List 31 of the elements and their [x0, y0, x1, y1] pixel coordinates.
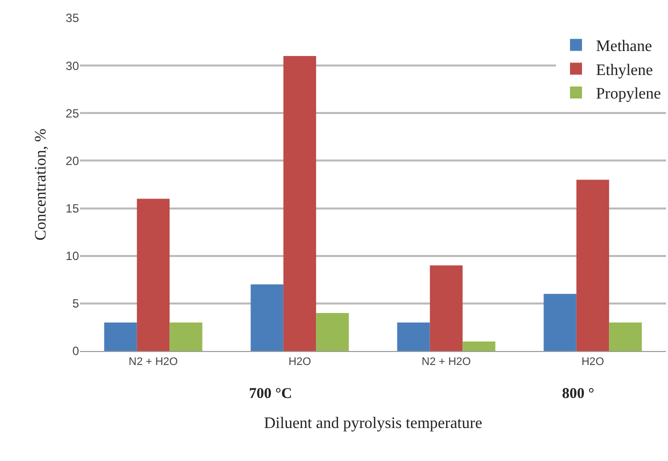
text: 700 °C	[249, 386, 292, 402]
x-axis-title: Diluent and pyrolysis temperature	[264, 415, 482, 432]
bar	[316, 312, 349, 351]
bar	[576, 180, 610, 351]
y-axis-title: Concentration, %	[32, 128, 50, 240]
legend-label: Ethylene	[596, 62, 653, 79]
x-tick-label: H2O	[581, 356, 604, 368]
bar	[136, 198, 170, 351]
bar	[283, 56, 316, 351]
bar	[170, 322, 202, 351]
bar	[250, 284, 284, 351]
bar	[104, 322, 137, 351]
legend-label: Propylene	[596, 86, 661, 103]
bar	[609, 322, 642, 351]
x-tick-label: N2 + H2O	[128, 356, 178, 368]
bar	[397, 322, 430, 351]
y-tick-label: 5	[72, 296, 80, 311]
bar	[544, 294, 576, 351]
y-tick-label: 30	[66, 58, 80, 73]
y-tick-label: 10	[66, 249, 80, 264]
text: 800 °	[562, 386, 594, 402]
x-tick-label: N2 + H2O	[422, 356, 472, 368]
y-tick-label: 0	[72, 344, 80, 358]
y-tick-label: 20	[66, 154, 80, 168]
y-tick-label: 15	[66, 201, 80, 216]
legend-label: Methane	[596, 38, 652, 56]
y-tick-label: 35	[66, 11, 80, 26]
bar	[462, 341, 496, 351]
bar	[430, 265, 463, 351]
x-tick-label: H2O	[288, 356, 312, 368]
y-tick-label: 25	[66, 106, 80, 120]
